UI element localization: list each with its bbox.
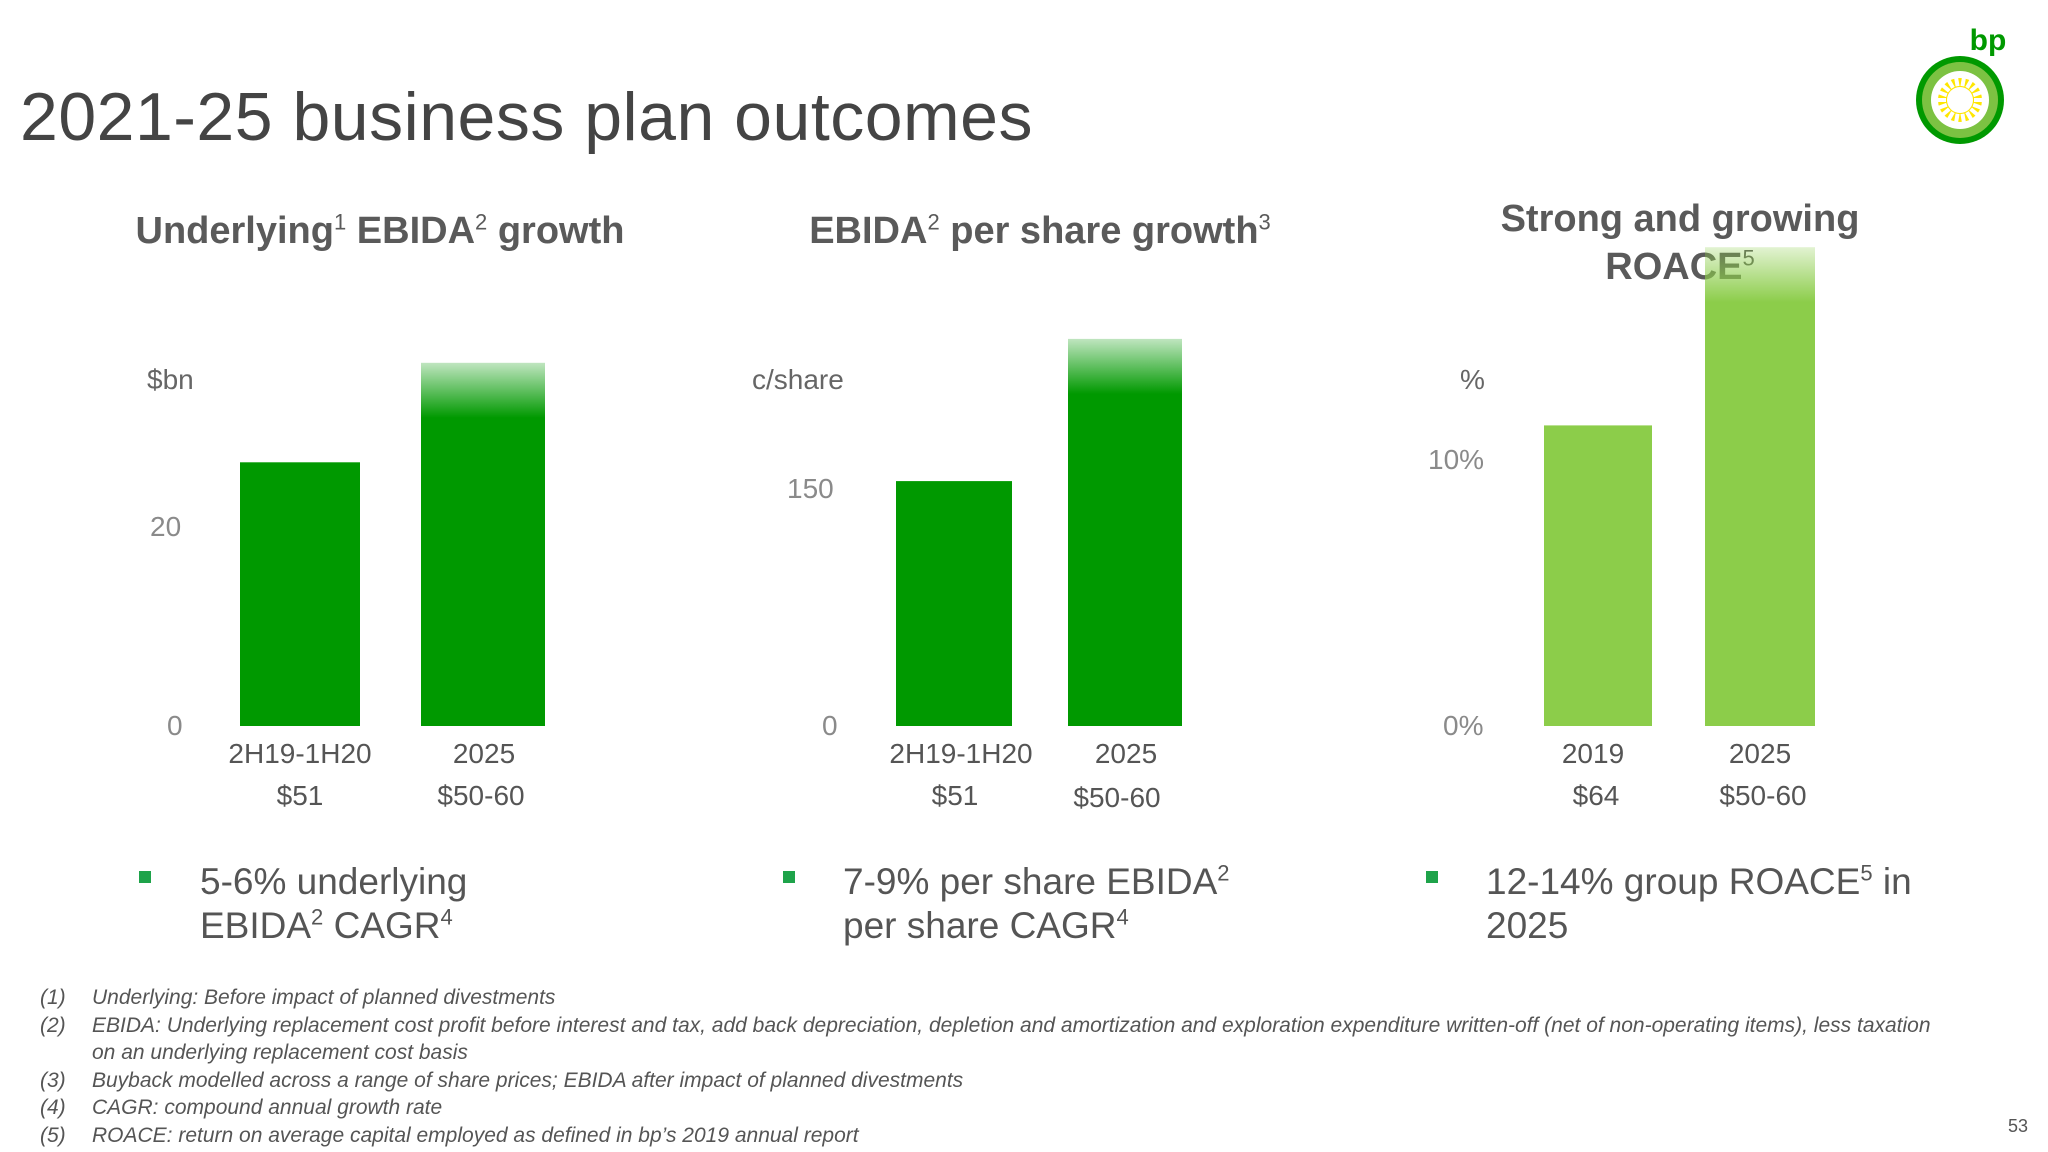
- category-label: 2019: [1561, 738, 1625, 769]
- footnotes: (1) Underlying: Before impact of planned …: [40, 984, 1940, 1149]
- category-sublabel: $51: [276, 780, 324, 811]
- footnote: (4) CAGR: compound annual growth rate: [40, 1096, 443, 1119]
- bullet-text: 7-9% per share EBIDA2 per share CAGR4: [843, 860, 1230, 947]
- y-tick-label: 0%: [1443, 710, 1484, 741]
- y-tick-label: 0: [167, 710, 183, 741]
- bullet-marker: [139, 871, 151, 883]
- bullet-marker: [783, 871, 795, 883]
- unit-label: $bn: [147, 364, 194, 395]
- unit-label: %: [1460, 364, 1485, 395]
- helios-icon: [1916, 56, 2004, 144]
- category-sublabel: $50-60: [437, 780, 525, 811]
- category-sublabel: $50-60: [1719, 780, 1807, 811]
- page-title: 2021-25 business plan outcomes: [20, 79, 1033, 155]
- bar-2025: [421, 362, 545, 726]
- bar-2h19-1h20: [240, 462, 360, 726]
- footnote: (5) ROACE: return on average capital empl…: [40, 1123, 859, 1147]
- bar-2025: [1068, 338, 1182, 726]
- category-sublabel: $51: [931, 780, 979, 811]
- logo-text: bp: [1970, 24, 2007, 57]
- category-sublabel: $64: [1572, 780, 1620, 811]
- y-tick-label: 10%: [1428, 444, 1485, 475]
- page-number: 53: [2008, 1116, 2029, 1136]
- footnote: (1) Underlying: Before impact of planned …: [40, 986, 556, 1009]
- category-label: 2H19-1H20: [228, 738, 372, 769]
- y-tick-label: 150: [787, 473, 834, 504]
- category-label: 2025: [452, 738, 516, 769]
- panel-heading-ebida-per-share: EBIDA2 per share growth3: [809, 209, 1271, 252]
- y-tick-label: 0: [822, 710, 838, 741]
- bullet-marker: [1426, 871, 1438, 883]
- category-sublabel: $50-60: [1073, 782, 1161, 813]
- bar-2h19-1h20: [896, 481, 1012, 726]
- footnote: (3) Buyback modelled across a range of sh…: [40, 1068, 964, 1092]
- category-label: 2025: [1728, 738, 1792, 769]
- y-tick-label: 20: [150, 511, 182, 542]
- bar-2025: [1705, 247, 1815, 726]
- bullet-text: 5-6% underlying EBIDA2 CAGR4: [200, 861, 468, 947]
- footnote: (2) EBIDA: Underlying replacement cost pr…: [40, 1013, 1931, 1065]
- category-label: 2025: [1094, 738, 1158, 769]
- category-label: 2H19-1H20: [889, 738, 1033, 769]
- bar-2019: [1544, 425, 1652, 726]
- bp-logo: bp: [1916, 24, 2007, 144]
- bullet-text: 12-14% group ROACE5 in 2025: [1486, 860, 1912, 947]
- unit-label: c/share: [752, 364, 844, 395]
- panel-heading-ebida-growth: Underlying1 EBIDA2 growth: [135, 209, 625, 252]
